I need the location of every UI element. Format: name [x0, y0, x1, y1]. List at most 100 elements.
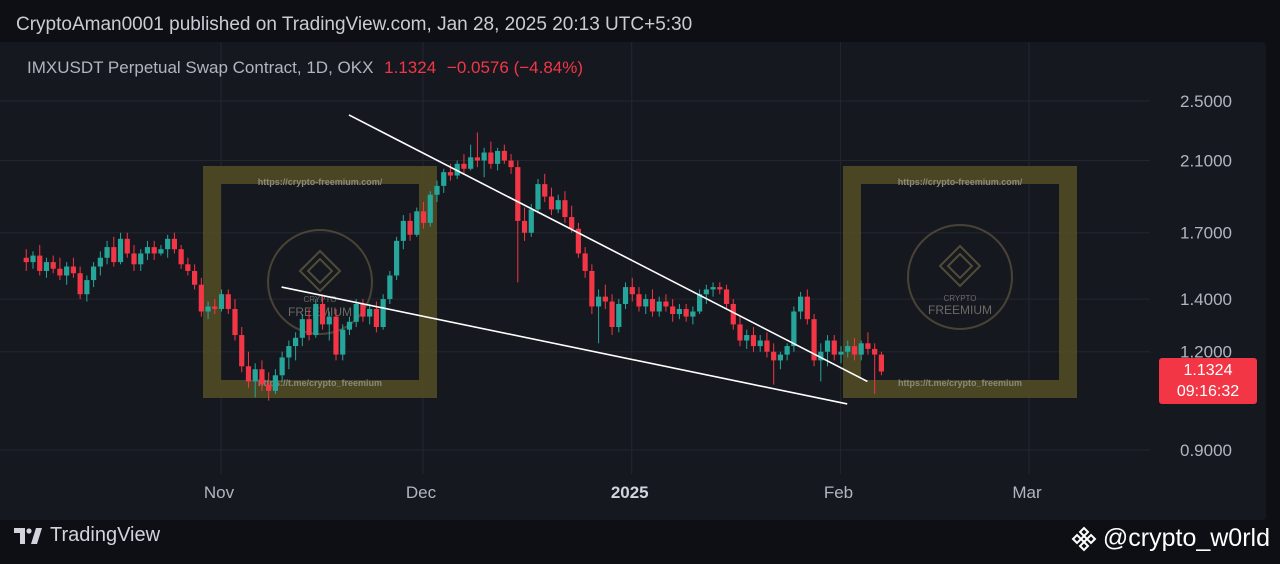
candle [245, 351, 252, 388]
candle-body [602, 296, 608, 302]
candle-body [791, 311, 797, 347]
candle [804, 289, 810, 325]
candle-body [400, 220, 406, 241]
candle [717, 282, 723, 295]
candle [535, 178, 541, 214]
candle-body [629, 287, 635, 295]
watermark-brand-small: CRYPTO [943, 294, 976, 303]
candle-body [730, 303, 736, 325]
candle-body [225, 294, 231, 309]
last-price: 1.1324 [384, 58, 437, 77]
candle [851, 337, 858, 361]
candle-body [158, 249, 164, 254]
candle [427, 191, 433, 227]
candle-body [744, 335, 750, 341]
candle-body [521, 220, 528, 233]
candle-body [165, 238, 171, 250]
candle-body [97, 257, 103, 267]
candle [744, 329, 750, 349]
candle-body [360, 303, 366, 317]
candle [380, 294, 386, 330]
candle [306, 308, 312, 341]
time-axis-label: Mar [1012, 483, 1042, 502]
candle-body [23, 257, 29, 263]
time-axis[interactable]: Nov Dec 2025 Feb Mar [204, 483, 1042, 502]
candle-body [542, 184, 548, 197]
candle-body [57, 268, 63, 276]
candle [723, 284, 730, 309]
candle-body [569, 217, 575, 229]
candle [784, 343, 790, 361]
candle-body [111, 247, 117, 263]
candle-body [481, 152, 487, 161]
candle-body [582, 253, 588, 271]
trendline [281, 286, 848, 405]
candle [252, 363, 258, 398]
candle [367, 303, 373, 325]
candle-body [313, 303, 319, 336]
candle [750, 327, 757, 352]
candle [91, 262, 97, 288]
candle [764, 332, 770, 358]
candle [407, 213, 413, 241]
candlestick-chart[interactable]: https://crypto-freemium.com/ https://t.m… [0, 42, 1266, 520]
candle-body [804, 296, 810, 320]
candle-body [535, 184, 541, 210]
candle-body [272, 375, 278, 391]
candle [845, 340, 851, 358]
candle-body [333, 316, 339, 355]
candle-body [70, 266, 76, 274]
candle [299, 314, 305, 347]
candle-body [394, 240, 400, 276]
candle-body [562, 200, 568, 218]
candle-body [373, 308, 379, 328]
candle [50, 255, 56, 274]
candle [165, 234, 171, 258]
candle [548, 187, 555, 216]
candle [198, 277, 204, 317]
candle [313, 299, 319, 338]
candle [663, 294, 669, 312]
candle [461, 154, 467, 174]
symbol-legend[interactable]: IMXUSDT Perpetual Swap Contract, 1D, OKX… [27, 58, 583, 78]
price-axis[interactable]: 0.9000 1.2000 1.4000 1.7000 2.1000 2.5000 [1180, 92, 1232, 460]
chart-panel[interactable]: https://crypto-freemium.com/ https://t.m… [0, 42, 1266, 520]
candle-body [737, 324, 743, 341]
candle [400, 215, 406, 250]
candle [158, 245, 164, 256]
candle [865, 332, 871, 355]
candle-body [636, 294, 642, 307]
candle [474, 132, 480, 168]
candle [171, 232, 177, 254]
candle-body [697, 294, 703, 312]
candle-body [91, 266, 97, 281]
candle-body [454, 163, 460, 176]
candle-body [690, 311, 696, 317]
candle [818, 343, 824, 382]
candle-body [407, 220, 413, 235]
candle-body [609, 301, 615, 328]
candle-body [252, 369, 258, 382]
candle-body [441, 172, 447, 186]
candle-body [616, 303, 622, 328]
candle [259, 360, 265, 391]
candle [84, 275, 90, 302]
candle [97, 251, 103, 276]
candle [43, 257, 50, 278]
tradingview-logo[interactable]: TradingView [14, 524, 160, 547]
candle-body [178, 249, 184, 265]
candle-body [420, 211, 427, 223]
candle-body [279, 357, 285, 376]
candle [387, 270, 393, 304]
candle-body [218, 294, 225, 309]
candle-body [777, 354, 783, 361]
candles-layer [23, 132, 884, 401]
candle-body [750, 335, 757, 347]
candle [30, 251, 36, 269]
candle-body [656, 301, 662, 312]
candle-body [124, 238, 130, 254]
watermark-brand-small: CRYPTO [303, 295, 336, 304]
candle [771, 343, 777, 385]
candle [23, 249, 29, 271]
candle [124, 232, 130, 258]
